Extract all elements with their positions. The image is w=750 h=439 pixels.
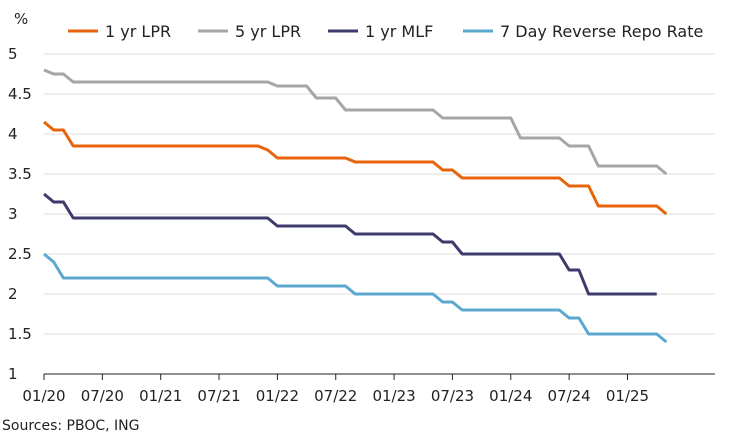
x-tick-label: 01/23 xyxy=(372,387,415,405)
y-axis-ticks: 1 1.5 2 2.5 3 3.5 4 4.5 5 xyxy=(8,45,32,383)
legend-label: 1 yr MLF xyxy=(365,22,433,41)
legend: 1 yr LPR 5 yr LPR 1 yr MLF 7 Day Reverse Re… xyxy=(68,22,703,41)
source-note: Sources: PBOC, ING xyxy=(2,418,140,434)
x-tick-label: 01/25 xyxy=(606,387,649,405)
series-line xyxy=(43,120,668,216)
y-tick-label: 1.5 xyxy=(8,325,32,343)
y-tick-label: 2 xyxy=(8,285,18,303)
gridlines xyxy=(44,53,715,335)
series-line xyxy=(43,252,668,344)
x-tick-label: 07/21 xyxy=(197,387,240,405)
x-axis: 01/20 07/20 01/21 07/21 01/22 07/22 01/23 07/23… xyxy=(22,373,715,405)
x-tick-label: 01/22 xyxy=(256,387,299,405)
x-tick-label: 07/24 xyxy=(548,387,591,405)
legend-label: 1 yr LPR xyxy=(105,22,171,41)
y-axis-unit: % xyxy=(14,10,28,28)
x-tick-label: 07/23 xyxy=(431,387,474,405)
x-tick-label: 01/21 xyxy=(139,387,182,405)
series-line xyxy=(43,192,657,296)
y-tick-label: 2.5 xyxy=(8,245,32,263)
y-tick-label: 1 xyxy=(8,365,18,383)
series-lines xyxy=(43,68,668,344)
y-tick-label: 5 xyxy=(8,45,18,63)
x-tick-label: 07/20 xyxy=(81,387,124,405)
legend-label: 5 yr LPR xyxy=(235,22,301,41)
x-tick-label: 07/22 xyxy=(314,387,357,405)
legend-label: 7 Day Reverse Repo Rate xyxy=(500,22,703,41)
x-tick-label: 01/24 xyxy=(489,387,532,405)
y-tick-label: 3 xyxy=(8,205,18,223)
y-tick-label: 3.5 xyxy=(8,165,32,183)
y-tick-label: 4.5 xyxy=(8,85,32,103)
x-tick-label: 01/20 xyxy=(22,387,65,405)
y-tick-label: 4 xyxy=(8,125,18,143)
series-line xyxy=(43,68,668,176)
